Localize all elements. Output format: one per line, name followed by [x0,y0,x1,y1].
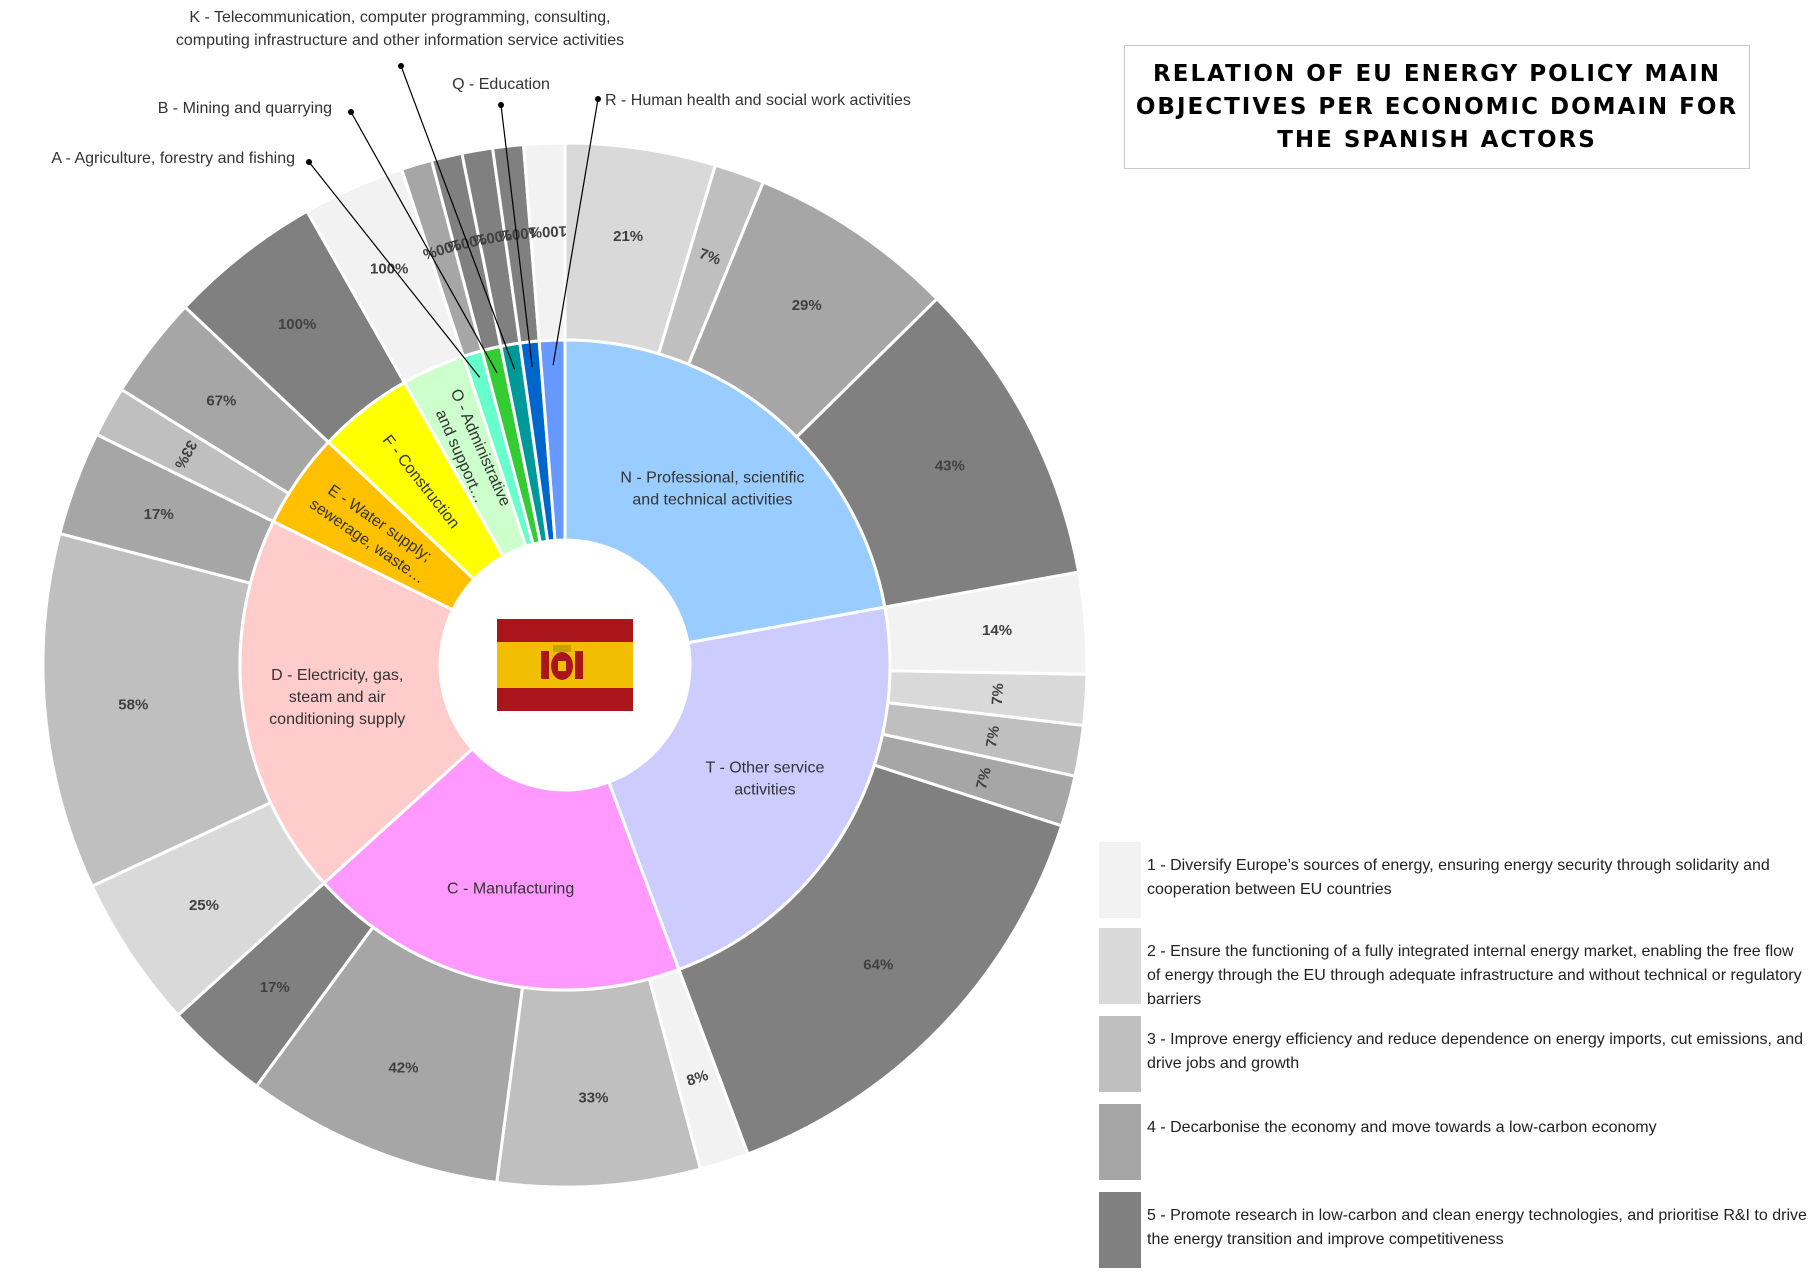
legend-swatch-4 [1099,1104,1141,1180]
inner-ring [238,338,892,992]
outer-segment-label: 25% [189,897,219,914]
outer-segment-label: 100% [370,261,408,278]
outer-segment-label: 17% [260,979,290,996]
callout-labels: R - Human health and social work activit… [51,9,911,378]
legend-item-5: 5 - Promote research in low-carbon and c… [1099,1192,1807,1268]
outer-segment-label: 7% [989,683,1007,706]
inner-segment-label: N - Professional, scientific and technica… [620,469,804,508]
callout-leader-line [500,104,533,367]
outer-segment-label: 7% [983,724,1003,748]
callout-label: K - Telecommunication, computer programm… [176,9,624,49]
inner-segment [238,519,475,886]
legend-text-2: 2 - Ensure the functioning of a fully in… [1147,943,1802,1008]
outer-segment-label: 33% [578,1090,608,1107]
outer-ring [41,141,1089,1189]
outer-segment-label: 21% [613,228,643,245]
outer-segment-label: 43% [935,458,965,475]
legend-text-1: 1 - Diversify Europe’s sources of energy… [1147,857,1770,898]
outer-segment-label: 100% [278,316,316,333]
legend-text-4: 4 - Decarbonise the economy and move tow… [1147,1119,1657,1136]
inner-segment-label: T - Other service activities [706,760,825,799]
callout-leader-line [552,98,599,366]
callout-dot [348,109,354,115]
callout-dot [595,96,601,102]
legend-text-5: 5 - Promote research in low-carbon and c… [1147,1207,1807,1248]
outer-segment-label: 42% [388,1059,418,1076]
legend-text-3: 3 - Improve energy efficiency and reduce… [1147,1031,1804,1072]
callout-label: B - Mining and quarrying [158,100,332,117]
callout-label: Q - Education [452,76,550,93]
outer-segment-label: 67% [206,393,236,410]
inner-segment [563,338,887,645]
callout-dot [498,102,504,108]
callout-dot [398,63,404,69]
legend-item-1: 1 - Diversify Europe’s sources of energy… [1099,842,1799,918]
inner-segment-label: D - Electricity, gas, steam and air condit… [269,667,405,728]
outer-segment-label: 100% [472,226,513,249]
callout-dot [306,159,312,165]
outer-segment-label: 64% [863,957,893,974]
callout-leader-line [308,161,481,378]
outer-segment-label: 29% [792,297,822,314]
outer-segment-label: 7% [697,245,723,268]
chart-title: RELATION OF EU ENERGY POLICY MAIN OBJECT… [1135,60,1739,153]
inner-segment-label: C - Manufacturing [447,880,574,897]
outer-segment-label: 7% [973,766,995,791]
outer-segment-label: 17% [144,506,174,523]
inner-segment [606,605,892,972]
legend-item-3: 3 - Improve energy efficiency and reduce… [1099,1016,1803,1092]
callout-label: A - Agriculture, forestry and fishing [51,150,295,167]
outer-segment-label: 100% [498,223,538,244]
callout-leader-line [350,111,498,374]
legend-swatch-1 [1099,842,1141,918]
legend-swatch-3 [1099,1016,1141,1092]
legend-item-4: 4 - Decarbonise the economy and move tow… [1099,1104,1799,1180]
callout-label: R - Human health and social work activit… [605,92,911,109]
outer-segment-label: 100% [528,222,567,241]
inner-segment [321,746,681,992]
chart-title-box: RELATION OF EU ENERGY POLICY MAIN OBJECT… [1124,45,1750,169]
outer-segment-label: 14% [982,622,1012,639]
inner-segment [537,338,567,543]
legend-item-2: 2 - Ensure the functioning of a fully in… [1099,928,1802,1008]
outer-segment-label: 58% [118,697,148,714]
outer-segment-label: 8% [685,1067,711,1090]
legend-swatch-2 [1099,928,1141,1004]
center-hole [442,542,688,788]
callout-leader-line [400,65,516,370]
legend-swatch-5 [1099,1192,1141,1268]
spain-flag-icon [497,619,633,711]
